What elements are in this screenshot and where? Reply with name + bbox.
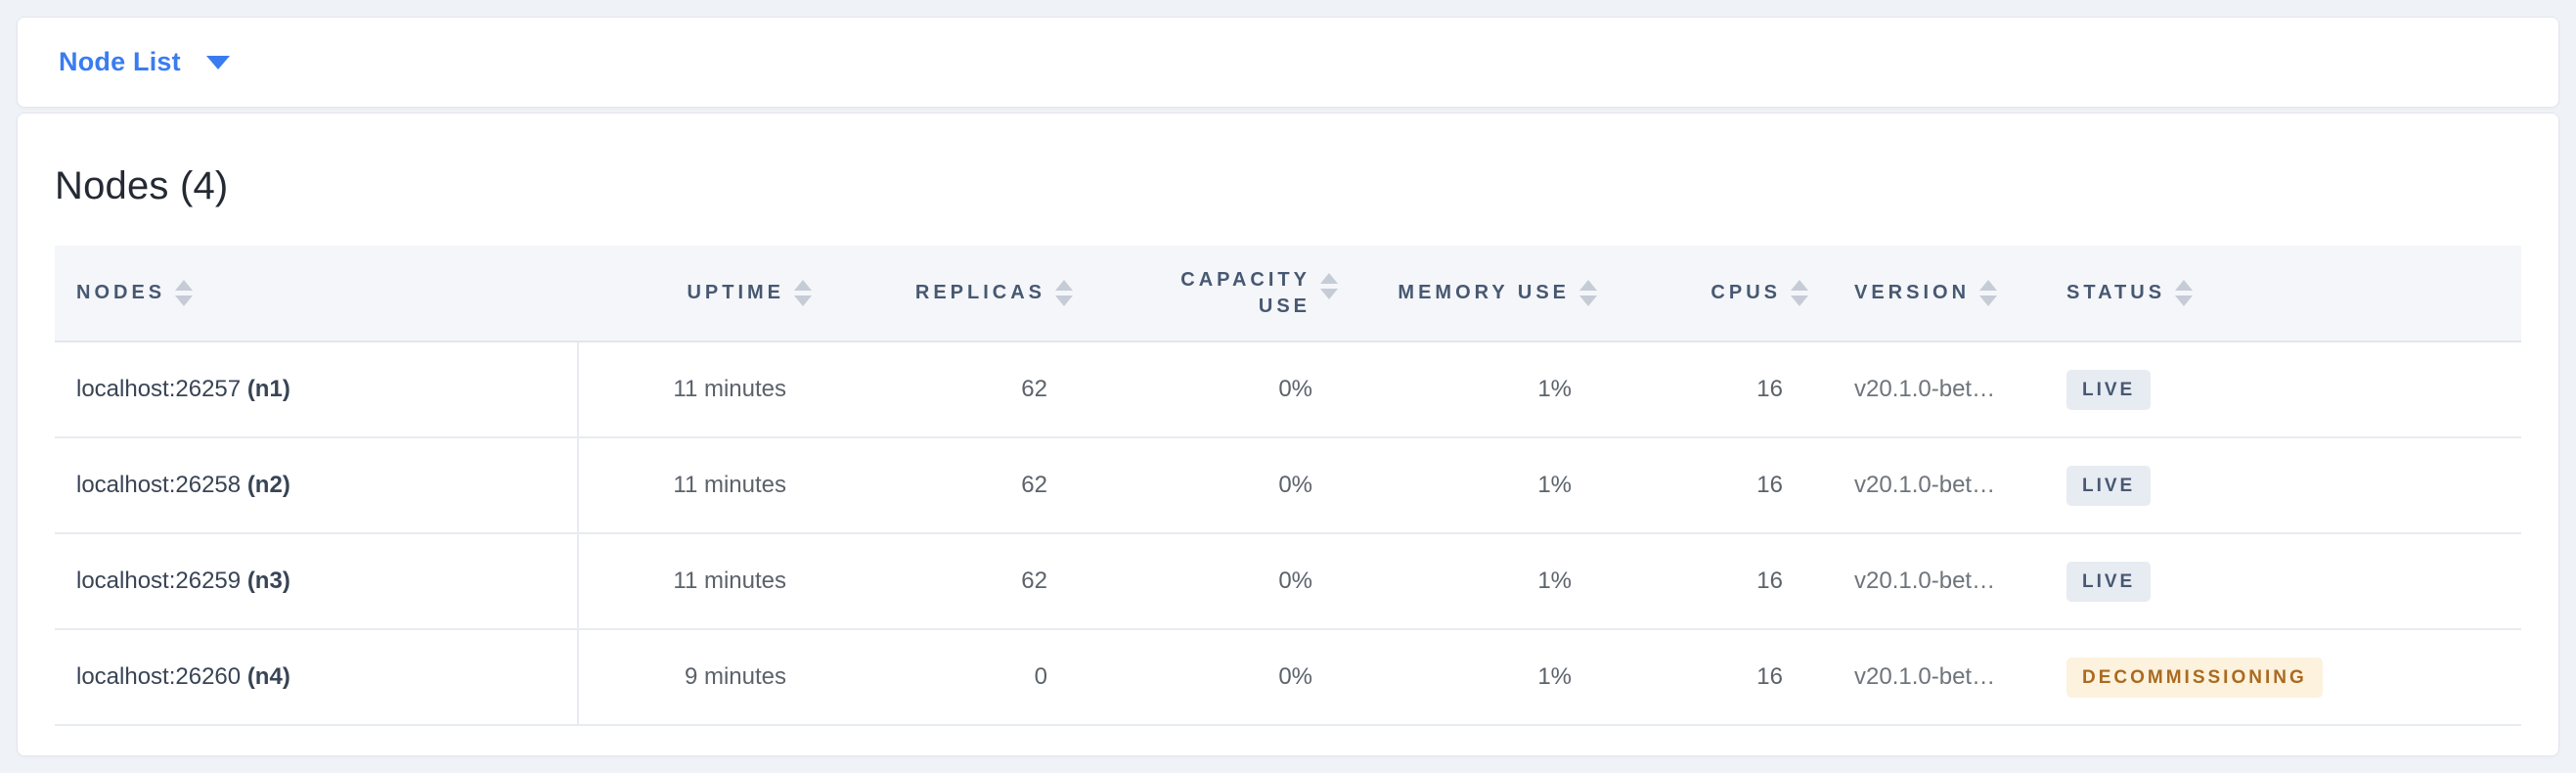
- cell-cpus: 16: [1613, 341, 1824, 438]
- cell-version: v20.1.0-bet…: [1824, 341, 2036, 438]
- cell-replicas: 62: [827, 341, 1088, 438]
- node-list-dropdown-label: Node List: [59, 47, 181, 76]
- cell-node-address: localhost:26260 (n4): [55, 629, 579, 726]
- column-header-capacity-use[interactable]: CAPACITY USE: [1088, 246, 1354, 342]
- cell-replicas: 62: [827, 533, 1088, 630]
- chevron-down-icon: [205, 55, 230, 69]
- sort-icon: [1791, 280, 1808, 306]
- cell-cpus: 16: [1613, 533, 1824, 630]
- sort-icon: [794, 280, 812, 306]
- status-badge: DECOMMISSIONING: [2066, 657, 2323, 698]
- cell-version: v20.1.0-bet…: [1824, 533, 2036, 630]
- cell-uptime: 11 minutes: [578, 437, 827, 534]
- cell-capacity-use: 0%: [1088, 341, 1354, 438]
- cell-node-address: localhost:26258 (n2): [55, 437, 579, 534]
- table-row: localhost:26259 (n3) 11 minutes 62 0% 1%…: [55, 533, 2521, 630]
- cell-node-address: localhost:26259 (n3): [55, 533, 579, 630]
- table-row: localhost:26260 (n4) 9 minutes 0 0% 1% 1…: [55, 629, 2521, 726]
- node-id: (n1): [246, 376, 290, 402]
- status-badge: LIVE: [2066, 465, 2152, 506]
- status-badge: LIVE: [2066, 369, 2152, 410]
- sort-icon: [1055, 280, 1073, 306]
- cell-version: v20.1.0-bet…: [1824, 437, 2036, 534]
- cell-status: LIVE: [2036, 533, 2521, 630]
- cell-replicas: 62: [827, 437, 1088, 534]
- column-header-nodes[interactable]: NODES: [55, 246, 578, 342]
- table-row: localhost:26257 (n1) 11 minutes 62 0% 1%…: [55, 341, 2521, 438]
- column-header-status[interactable]: STATUS: [2036, 246, 2521, 342]
- node-id: (n4): [246, 663, 290, 690]
- cell-uptime: 11 minutes: [578, 533, 827, 630]
- cell-status: LIVE: [2036, 341, 2521, 438]
- sort-icon: [1320, 272, 1338, 299]
- node-id: (n3): [246, 568, 290, 594]
- sort-icon: [1579, 280, 1597, 306]
- column-header-memory-use[interactable]: MEMORY USE: [1354, 246, 1613, 342]
- cell-memory-use: 1%: [1354, 437, 1613, 534]
- cell-capacity-use: 0%: [1088, 437, 1354, 534]
- cell-uptime: 11 minutes: [578, 341, 827, 438]
- view-selector-bar: Node List: [17, 17, 2559, 108]
- node-id: (n2): [246, 472, 290, 498]
- nodes-panel: Nodes (4) NODES UPTIME: [17, 113, 2559, 756]
- cell-capacity-use: 0%: [1088, 533, 1354, 630]
- status-badge: LIVE: [2066, 561, 2152, 602]
- sort-icon: [1979, 280, 1998, 306]
- cell-node-address: localhost:26257 (n1): [55, 341, 579, 438]
- column-header-replicas[interactable]: REPLICAS: [827, 246, 1088, 342]
- cell-version: v20.1.0-bet…: [1824, 629, 2036, 726]
- cell-uptime: 9 minutes: [578, 629, 827, 726]
- sort-icon: [175, 280, 194, 306]
- cell-memory-use: 1%: [1354, 629, 1613, 726]
- nodes-table: NODES UPTIME REPLICAS: [55, 246, 2521, 726]
- page-title: Nodes (4): [55, 164, 229, 207]
- cell-capacity-use: 0%: [1088, 629, 1354, 726]
- cell-cpus: 16: [1613, 629, 1824, 726]
- cell-replicas: 0: [827, 629, 1088, 726]
- column-header-uptime[interactable]: UPTIME: [578, 246, 827, 342]
- cell-cpus: 16: [1613, 437, 1824, 534]
- table-row: localhost:26258 (n2) 11 minutes 62 0% 1%…: [55, 437, 2521, 534]
- sort-icon: [2175, 280, 2194, 306]
- table-header-row: NODES UPTIME REPLICAS: [55, 246, 2521, 342]
- cell-status: DECOMMISSIONING: [2036, 629, 2521, 726]
- cell-memory-use: 1%: [1354, 341, 1613, 438]
- cell-status: LIVE: [2036, 437, 2521, 534]
- node-list-dropdown[interactable]: Node List: [59, 47, 230, 77]
- column-header-cpus[interactable]: CPUS: [1613, 246, 1824, 342]
- column-header-version[interactable]: VERSION: [1824, 246, 2036, 342]
- cell-memory-use: 1%: [1354, 533, 1613, 630]
